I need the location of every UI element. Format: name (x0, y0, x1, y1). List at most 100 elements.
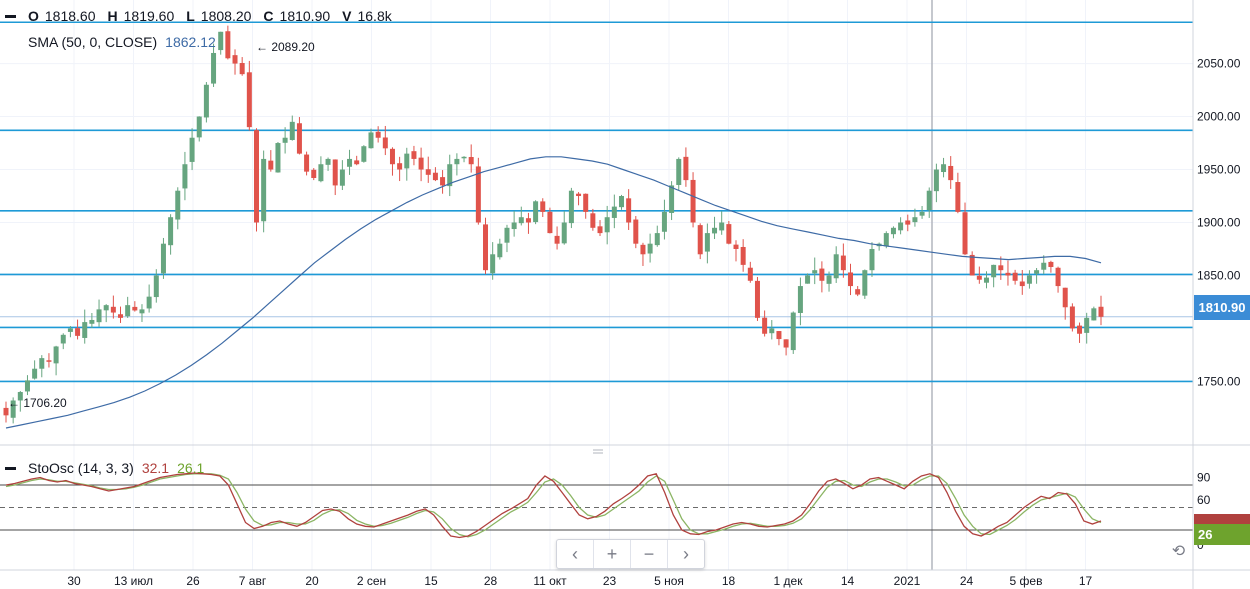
candle-body (661, 211, 667, 232)
candle-body (719, 222, 725, 231)
candle-body (540, 201, 546, 212)
candle-body (805, 275, 811, 284)
candle-body (361, 146, 367, 162)
candle-body (89, 319, 95, 324)
candle-body (583, 193, 589, 212)
candle-body (375, 131, 381, 138)
time-tick-label: 23 (603, 574, 617, 588)
time-tick-label: 2 сен (357, 574, 386, 588)
candle-body (75, 328, 81, 336)
open-value: 1818.60 (44, 8, 96, 24)
candle-body (833, 254, 839, 279)
candle-body (425, 169, 431, 175)
scroll-left-button[interactable]: ‹ (557, 540, 594, 568)
candle-body (296, 123, 302, 154)
candle-body (955, 182, 961, 212)
price-tick-label: 1900.00 (1197, 216, 1241, 230)
candle-body (1077, 325, 1083, 334)
candle-body (561, 222, 567, 244)
candle-body (754, 280, 760, 318)
candle-body (1041, 262, 1047, 270)
sma-legend[interactable]: SMA (50, 0, CLOSE) 1862.12 (28, 34, 216, 50)
candle-body (647, 243, 653, 254)
candle-body (511, 222, 517, 230)
candle-body (461, 156, 467, 159)
candle-body (783, 339, 789, 348)
candle-body (669, 185, 675, 213)
time-tick-label: 26 (186, 574, 200, 588)
candle-body (683, 156, 689, 181)
candle-body (976, 275, 982, 280)
candle-body (132, 306, 138, 311)
time-tick-label: 5 фев (1010, 574, 1043, 588)
candle-body (819, 268, 825, 281)
candle-body (160, 243, 166, 274)
high-value: 1819.60 (123, 8, 175, 24)
candle-body (239, 63, 245, 75)
candle-body (67, 328, 73, 332)
candle-body (196, 116, 202, 138)
candle-body (762, 317, 768, 334)
volume-label: V (342, 8, 352, 24)
candle-body (404, 153, 410, 169)
candle-body (776, 331, 782, 340)
collapse-icon[interactable] (5, 466, 16, 470)
collapse-icon[interactable] (5, 14, 16, 18)
candle-body (497, 243, 503, 258)
price-tick-label: 1750.00 (1197, 374, 1241, 388)
sto-d-value: 26.1 (177, 460, 205, 476)
osc-tick-label: 0 (1197, 538, 1204, 552)
candle-body (232, 55, 238, 64)
candle-body (332, 159, 338, 186)
candle-body (96, 309, 102, 323)
stoch-k-line (5, 472, 1102, 539)
candle-body (704, 233, 710, 252)
time-tick-label: 24 (960, 574, 974, 588)
candle-body (597, 226, 603, 234)
candle-body (389, 148, 395, 165)
candle-body (153, 275, 159, 298)
candle-body (146, 296, 152, 309)
zoom-in-button[interactable]: + (594, 540, 631, 568)
candle-body (325, 158, 331, 165)
candle-body (969, 254, 975, 276)
candle-body (740, 246, 746, 265)
candle-body (125, 305, 131, 317)
scroll-right-button[interactable]: › (683, 543, 689, 564)
candle-body (475, 166, 481, 223)
candle-body (890, 227, 896, 235)
zoom-out-button[interactable]: − (631, 540, 668, 568)
candle-body (633, 219, 639, 244)
candle-body (175, 190, 181, 220)
candle-body (218, 31, 224, 51)
candle-body (432, 172, 438, 181)
candle-body (289, 121, 295, 140)
sto-k-value: 32.1 (141, 460, 170, 476)
candle-body (1069, 306, 1075, 329)
volume-value: 16.8k (357, 8, 392, 24)
candle-body (3, 407, 9, 416)
candle-body (726, 224, 732, 244)
osc-k-badge (1194, 514, 1250, 524)
reset-chart-button[interactable]: ⟲ (1171, 543, 1186, 560)
high-label: H (107, 8, 118, 24)
sma-value: 1862.12 (165, 34, 216, 50)
candle-body (1055, 267, 1061, 287)
osc-current-badge: 26 (1194, 524, 1250, 545)
candle-body (690, 179, 696, 223)
candle-body (640, 244, 646, 255)
candle-body (139, 309, 145, 314)
candle-body (998, 265, 1004, 271)
candle-body (46, 360, 52, 362)
candle-body (118, 314, 124, 318)
candle-body (418, 157, 424, 170)
sto-legend[interactable]: StoOsc (14, 3, 3) 32.1 26.1 (0, 460, 204, 476)
candle-body (24, 380, 30, 392)
candle-body (318, 164, 324, 182)
close-label: C (263, 8, 274, 24)
close-value: 1810.90 (279, 8, 331, 24)
stochastic-pane (0, 472, 1193, 539)
candle-body (855, 289, 861, 295)
candle-body (53, 346, 59, 364)
